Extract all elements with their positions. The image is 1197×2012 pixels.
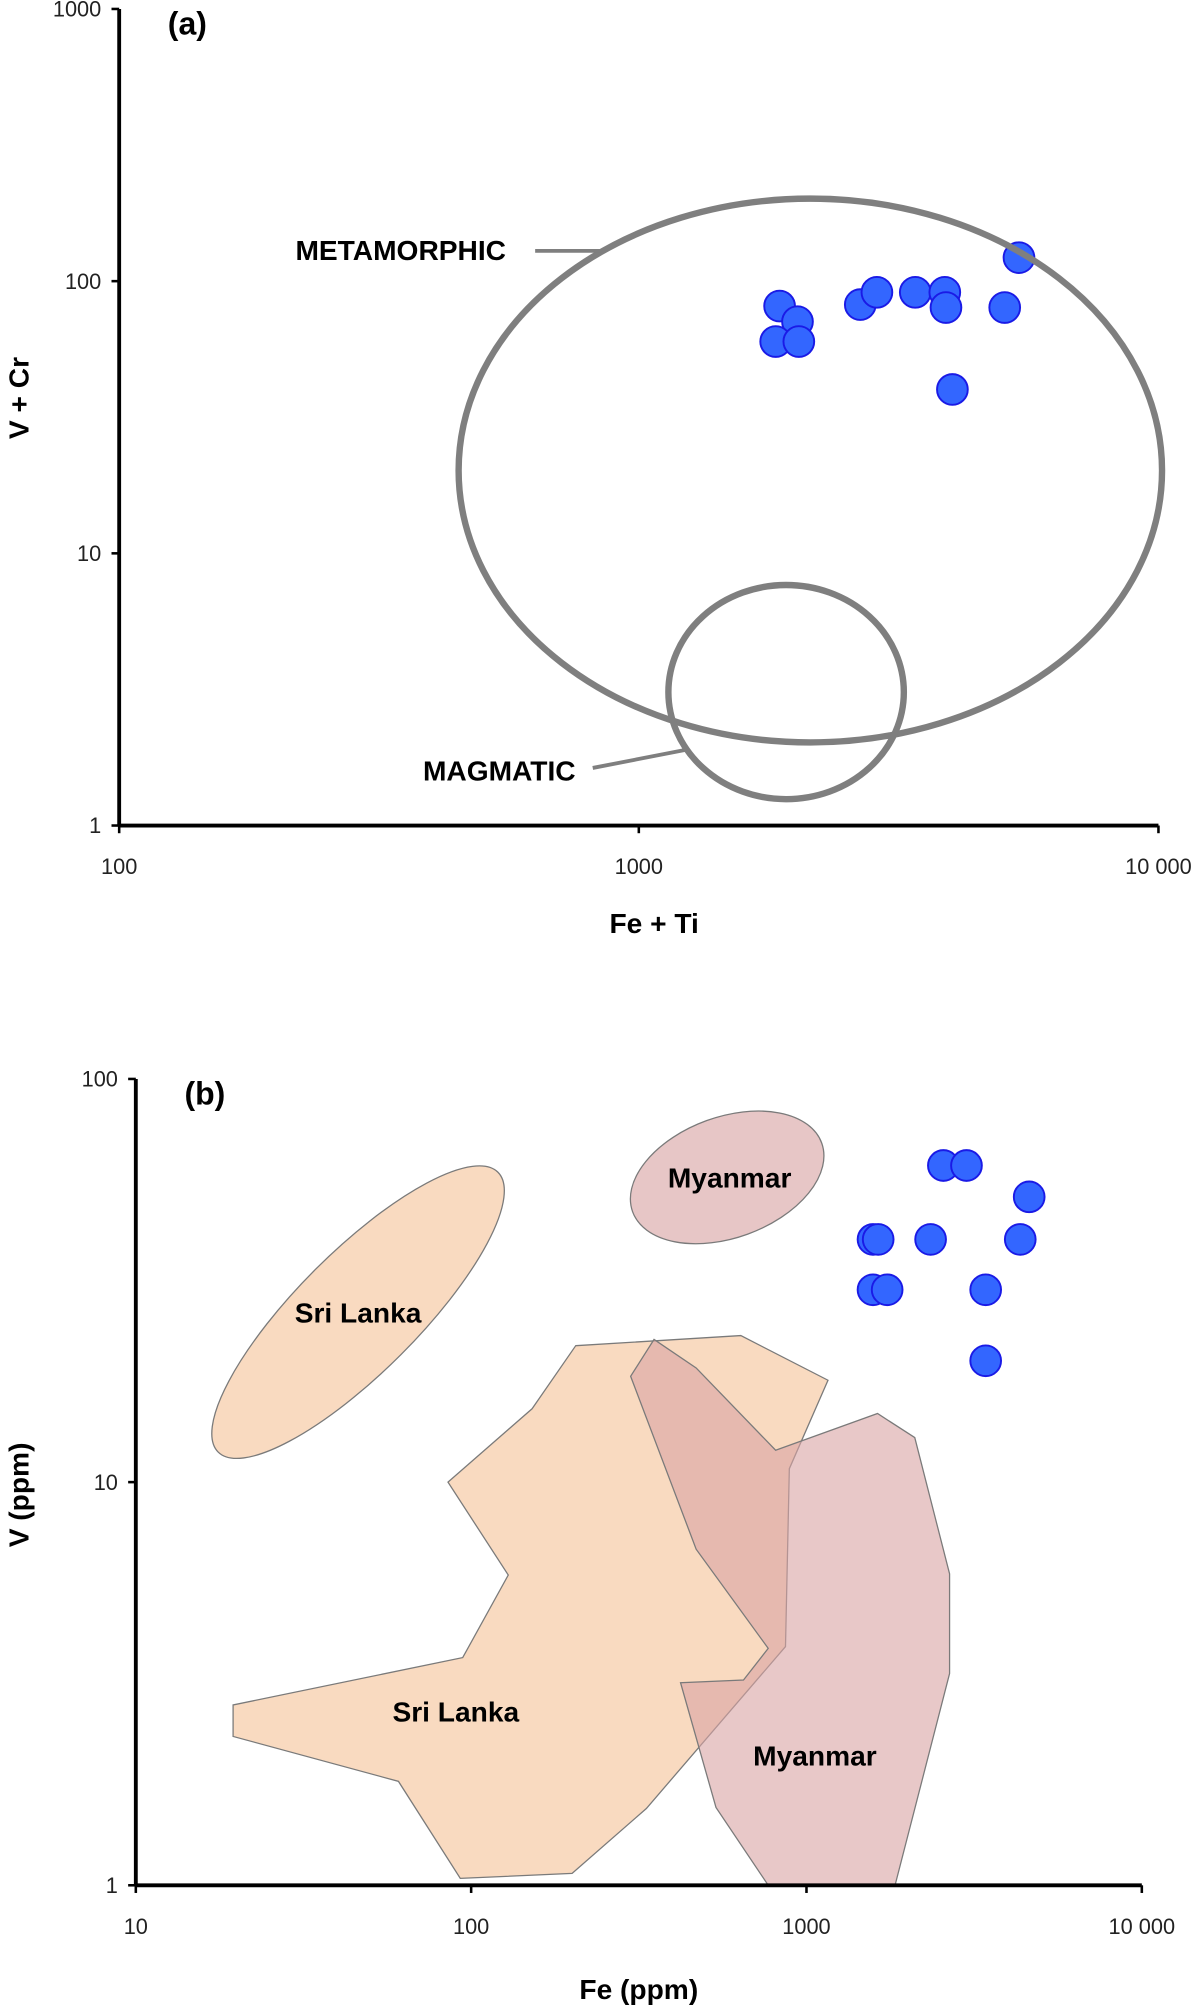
annotation-myanmar: Myanmar bbox=[668, 1163, 792, 1194]
data-point bbox=[870, 1273, 904, 1307]
data-point bbox=[782, 325, 816, 358]
y-tick-label: 100 bbox=[65, 269, 101, 294]
data-point bbox=[969, 1273, 1003, 1307]
fields bbox=[455, 195, 1166, 803]
y-tick-label: 10 bbox=[77, 541, 101, 566]
data-point bbox=[914, 1223, 947, 1256]
x-tick-label: 10 000 bbox=[1125, 854, 1192, 879]
data-point bbox=[969, 1344, 1003, 1378]
annotation-metamorphic: METAMORPHIC bbox=[295, 235, 506, 266]
data-point bbox=[861, 1223, 895, 1256]
annotation-sri-lanka: Sri Lanka bbox=[392, 1697, 519, 1728]
x-tick-label: 100 bbox=[101, 854, 137, 879]
y-tick-label: 1 bbox=[106, 1873, 118, 1898]
annotation-myanmar: Myanmar bbox=[753, 1741, 877, 1772]
field-myanmar-ellipse bbox=[629, 1110, 825, 1245]
annotation-magmatic: MAGMATIC bbox=[423, 756, 576, 787]
field-sri-lanka-ellipse bbox=[211, 1165, 505, 1460]
fields bbox=[211, 1110, 951, 1886]
y-axis-title: V + Cr bbox=[3, 357, 34, 439]
x-tick-label: 10 000 bbox=[1109, 1914, 1176, 1939]
y-axis-title: V (ppm) bbox=[3, 1443, 34, 1548]
y-tick-label: 100 bbox=[82, 1067, 118, 1092]
x-tick-label: 10 bbox=[124, 1914, 148, 1939]
data-points bbox=[759, 241, 1036, 406]
y-tick-label: 10 bbox=[94, 1470, 118, 1495]
field-magmatic-ellipse bbox=[665, 581, 908, 803]
panel-label: (b) bbox=[184, 1076, 225, 1112]
field-metamorphic-ellipse bbox=[455, 195, 1166, 746]
x-tick-label: 1000 bbox=[782, 1914, 830, 1939]
data-point bbox=[988, 291, 1022, 324]
data-point bbox=[929, 291, 963, 324]
x-axis-title: Fe (ppm) bbox=[579, 1974, 698, 2005]
data-point bbox=[1003, 1223, 1037, 1256]
panel-a: 100 1000 10 000 1 10 100 1000 Fe + Ti V + Cr (a) M… bbox=[3, 0, 1191, 939]
data-point bbox=[860, 275, 894, 309]
leader-line bbox=[592, 748, 686, 770]
x-axis-title: Fe + Ti bbox=[609, 908, 698, 939]
x-tick-label: 100 bbox=[453, 1914, 489, 1939]
x-tick-label: 1000 bbox=[615, 854, 663, 879]
data-point bbox=[950, 1149, 983, 1182]
data-point bbox=[898, 275, 932, 309]
y-tick-label: 1 bbox=[89, 813, 101, 838]
data-points bbox=[856, 1149, 1046, 1378]
y-tick-label: 1000 bbox=[53, 0, 101, 22]
data-point bbox=[936, 373, 969, 406]
panel-label: (a) bbox=[168, 6, 207, 42]
data-point bbox=[1012, 1180, 1046, 1214]
annotation-sri-lanka: Sri Lanka bbox=[295, 1297, 422, 1328]
